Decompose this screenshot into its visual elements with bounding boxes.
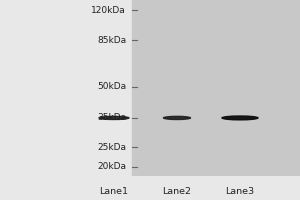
Ellipse shape <box>99 116 129 120</box>
Text: 35kDa: 35kDa <box>97 113 126 122</box>
Ellipse shape <box>222 116 258 120</box>
Ellipse shape <box>164 116 190 120</box>
Bar <box>132 0 300 176</box>
Text: Lane2: Lane2 <box>163 187 191 196</box>
Text: 85kDa: 85kDa <box>97 36 126 45</box>
Text: 50kDa: 50kDa <box>97 82 126 91</box>
Text: Lane3: Lane3 <box>225 187 255 196</box>
Text: 20kDa: 20kDa <box>97 162 126 171</box>
Text: 120kDa: 120kDa <box>91 6 126 15</box>
Text: Lane1: Lane1 <box>100 187 128 196</box>
Text: 25kDa: 25kDa <box>97 143 126 152</box>
